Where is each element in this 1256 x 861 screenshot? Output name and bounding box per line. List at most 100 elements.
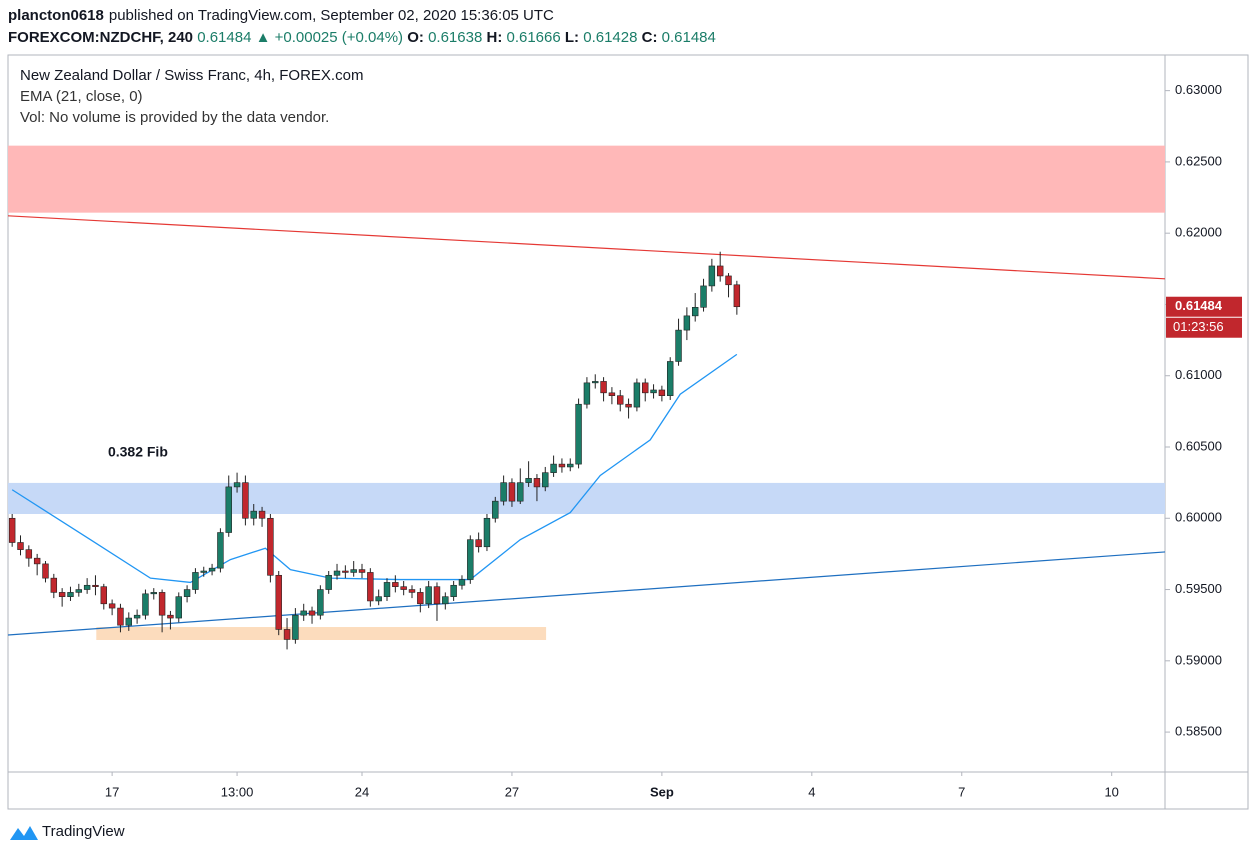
- candle-body: [267, 517, 274, 576]
- x-tick-label: 17: [105, 784, 119, 799]
- y-tick-label: 0.62500: [1175, 153, 1222, 168]
- candle-body: [450, 584, 457, 597]
- candle-body: [275, 574, 282, 630]
- candle-body: [733, 284, 741, 308]
- candle-body: [642, 382, 649, 394]
- candle-body: [675, 329, 682, 362]
- candle-body: [425, 586, 432, 605]
- candle-body: [691, 307, 699, 317]
- candle-body: [625, 403, 632, 408]
- candle-body: [350, 569, 357, 573]
- header-part: FOREXCOM:NZDCHF, 240: [8, 29, 193, 46]
- header-part: ▲ +0.00025 (+0.04%): [256, 29, 403, 46]
- y-tick-label: 0.59500: [1175, 581, 1222, 596]
- y-tick-label: 0.62000: [1175, 225, 1222, 240]
- candle-body: [508, 482, 516, 502]
- candle-body: [417, 592, 424, 605]
- candle-body: [217, 532, 224, 569]
- candle-body: [33, 557, 41, 565]
- candle-body: [225, 486, 232, 533]
- candle-body: [167, 614, 174, 619]
- candle-body: [650, 389, 657, 394]
- candle-body: [725, 275, 732, 286]
- trend-line: [7, 215, 1166, 280]
- header-part: 0.61484: [662, 29, 716, 46]
- candle-body: [117, 607, 124, 626]
- last-price-box: [1166, 296, 1242, 317]
- candle-body: [666, 361, 674, 396]
- candle-body: [58, 592, 66, 597]
- candle-body: [100, 586, 108, 605]
- candle-body: [367, 572, 374, 602]
- ema-line: [11, 353, 738, 584]
- candle-body: [392, 582, 399, 587]
- candle-body: [550, 463, 557, 473]
- candle-body: [308, 610, 316, 616]
- zone: [96, 627, 547, 641]
- header-part: 0.61638: [428, 29, 482, 46]
- candle-body: [83, 584, 91, 590]
- candle-body: [158, 592, 166, 616]
- candle-body: [433, 586, 441, 605]
- symbol-line: FOREXCOM:NZDCHF, 240 0.61484 ▲ +0.00025 …: [8, 29, 716, 46]
- candle-body: [233, 482, 241, 488]
- candle-body: [25, 549, 33, 559]
- candle-body: [700, 285, 707, 308]
- candle-body: [300, 610, 307, 616]
- candle-body: [67, 592, 74, 597]
- candle-body: [258, 510, 266, 519]
- candle-body: [317, 589, 324, 616]
- candle-body: [333, 570, 341, 576]
- trend-line: [7, 551, 1166, 636]
- chart-title: New Zealand Dollar / Swiss Franc, 4h, FO…: [20, 67, 363, 84]
- last-price-label: 0.61484: [1175, 298, 1223, 313]
- candle-body: [442, 596, 449, 605]
- x-tick-label: Sep: [650, 784, 674, 799]
- logo-icon: [10, 826, 38, 840]
- candle-body: [575, 403, 582, 465]
- candle-body: [200, 570, 207, 573]
- legend-line: EMA (21, close, 0): [20, 88, 143, 105]
- candle-body: [525, 478, 532, 483]
- candle-body: [133, 614, 141, 619]
- candle-body: [342, 570, 349, 573]
- publisher: plancton0618: [8, 7, 104, 24]
- candle-body: [483, 517, 491, 548]
- countdown: 01:23:56: [1173, 319, 1224, 334]
- brand: TradingView: [42, 823, 125, 840]
- countdown-box: [1166, 317, 1242, 338]
- zone: [8, 482, 1165, 514]
- x-tick-label: 10: [1104, 784, 1118, 799]
- candle-body: [150, 592, 157, 595]
- candle-body: [250, 510, 257, 519]
- candle-body: [325, 574, 332, 590]
- candle-body: [600, 381, 607, 394]
- x-tick-label: 4: [808, 784, 815, 799]
- candle-body: [467, 539, 474, 580]
- y-tick-label: 0.60500: [1175, 438, 1222, 453]
- candle-body: [592, 381, 599, 384]
- candle-body: [542, 472, 549, 488]
- candle-body: [567, 463, 574, 468]
- header-part: 0.61484: [197, 29, 251, 46]
- candle-body: [716, 265, 724, 277]
- candle-body: [617, 395, 624, 405]
- x-tick-label: 24: [355, 784, 369, 799]
- header-part: O:: [407, 29, 424, 46]
- zone: [8, 145, 1165, 213]
- candle-body: [242, 482, 249, 519]
- candle-body: [658, 389, 666, 396]
- annotation: 0.382 Fib: [108, 444, 168, 460]
- published-text: published on TradingView.com, September …: [109, 7, 554, 24]
- x-tick-label: 13:00: [221, 784, 254, 799]
- candle-body: [108, 603, 116, 609]
- candle-body: [375, 596, 382, 602]
- header-part: 0.61428: [583, 29, 637, 46]
- candle-body: [492, 500, 499, 519]
- candle-body: [92, 584, 99, 587]
- candle-body: [8, 517, 16, 543]
- candle-body: [583, 382, 591, 405]
- candle-body: [500, 482, 507, 502]
- header-part: H:: [486, 29, 502, 46]
